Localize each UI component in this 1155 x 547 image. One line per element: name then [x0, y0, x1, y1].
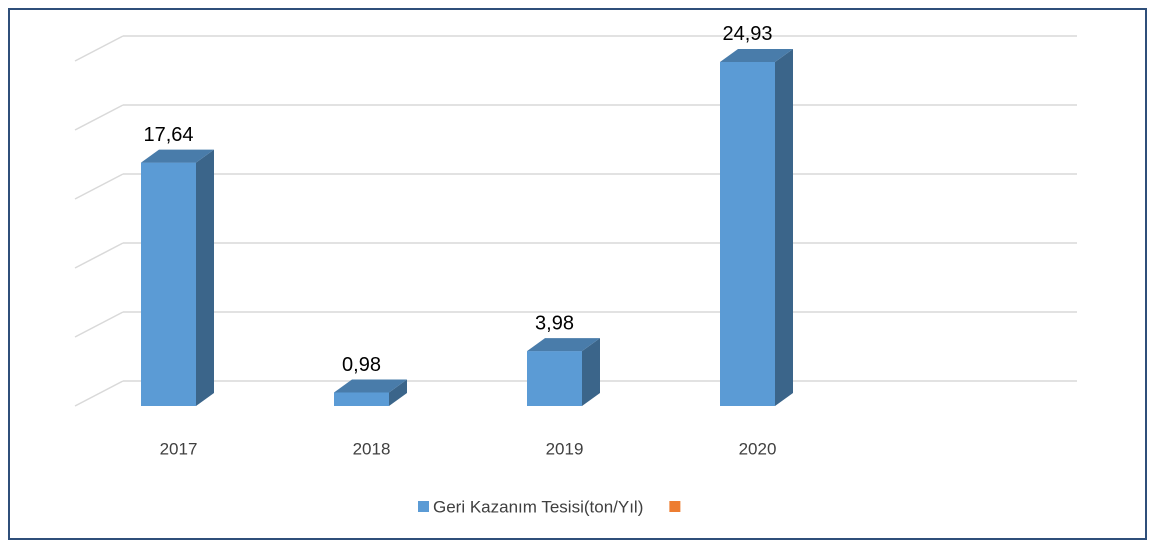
bar-side [582, 338, 600, 406]
legend-swatch [418, 501, 429, 512]
x-tick-label: 2019 [546, 439, 584, 458]
data-label: 24,93 [722, 23, 772, 45]
bar [141, 162, 196, 406]
data-label: 17,64 [143, 124, 193, 146]
grid-line [74, 380, 124, 407]
x-tick-label: 2020 [739, 439, 777, 458]
bar-top [141, 149, 214, 163]
bar-side [389, 379, 407, 406]
legend-swatch [669, 501, 681, 512]
x-tick-label: 2017 [160, 439, 198, 458]
bar [334, 392, 389, 406]
bar-side [775, 48, 793, 406]
grid-line [74, 242, 124, 269]
grid-line [74, 35, 124, 62]
grid-line [74, 173, 124, 200]
data-label: 3,98 [535, 312, 574, 334]
legend-label: Geri Kazanım Tesisi(ton/Yıl) [433, 497, 643, 516]
bar [527, 351, 582, 406]
data-label: 0,98 [342, 354, 381, 376]
bar-top [720, 48, 793, 62]
bar-top [334, 379, 407, 393]
bar-side [196, 149, 214, 406]
grid-line [74, 104, 124, 131]
x-tick-label: 2018 [353, 439, 391, 458]
bar-top [527, 338, 600, 352]
bar [720, 61, 775, 406]
grid-line [74, 311, 124, 338]
